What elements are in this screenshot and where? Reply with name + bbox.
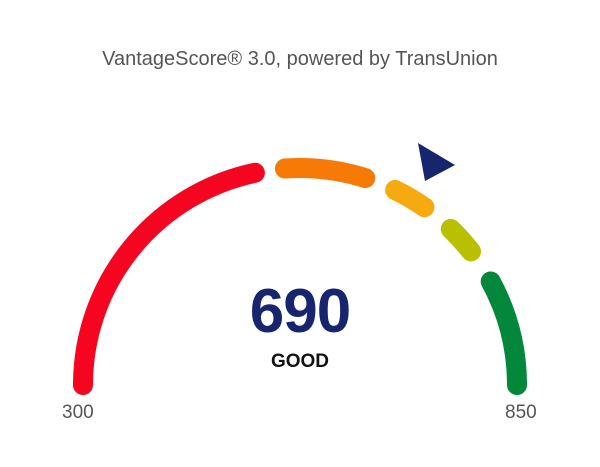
- gauge-title: VantageScore® 3.0, powered by TransUnion: [102, 48, 498, 70]
- segment-fair: [274, 158, 376, 189]
- credit-score-value: 690: [249, 277, 351, 346]
- gauge-max-label: 850: [505, 402, 537, 423]
- segment-excellent: [480, 271, 527, 395]
- score-pointer-icon: [418, 143, 455, 181]
- segment-good-high: [440, 218, 481, 262]
- credit-score-rating: GOOD: [270, 351, 330, 372]
- segment-good-low: [385, 179, 435, 218]
- gauge-min-label: 300: [62, 402, 94, 423]
- segment-poor: [73, 162, 265, 395]
